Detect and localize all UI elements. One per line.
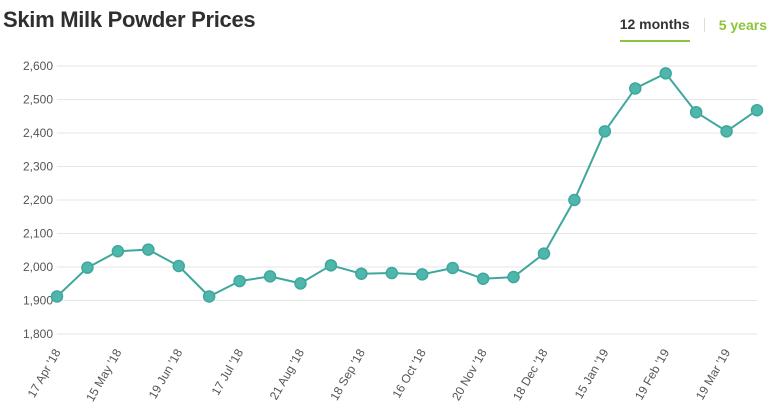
data-point[interactable]: [750, 103, 764, 117]
data-point[interactable]: [415, 268, 429, 281]
data-point[interactable]: [568, 193, 581, 207]
x-tick-label: 16 Oct '18: [390, 346, 429, 400]
data-point[interactable]: [720, 125, 733, 138]
y-axis: 1,800 1,900 2,000 2,100 2,200 2,300 2,400 2,500…: [23, 59, 53, 341]
y-tick-label: 2,600: [23, 59, 53, 73]
data-point[interactable]: [659, 67, 672, 80]
grid-lines: [57, 65, 757, 335]
x-axis: 17 Apr '18 15 May '18 19 Jun '18 17 Jul '18…: [25, 346, 734, 404]
data-point[interactable]: [385, 266, 399, 280]
data-point[interactable]: [81, 261, 94, 274]
x-tick-label: 19 Feb '19: [632, 346, 672, 402]
y-tick-label: 2,100: [23, 227, 53, 241]
x-tick-label: 19 Jun '18: [146, 346, 186, 401]
data-point[interactable]: [172, 259, 185, 273]
data-point[interactable]: [50, 290, 64, 303]
data-point[interactable]: [598, 125, 612, 138]
x-tick-label: 17 Jul '18: [209, 346, 247, 397]
y-tick-label: 1,800: [23, 327, 53, 341]
range-tabs: 12 months 5 years: [619, 14, 767, 42]
x-tick-label: 18 Dec '18: [510, 346, 551, 403]
tab-divider: [703, 18, 705, 32]
y-tick-label: 2,000: [23, 260, 53, 274]
data-point[interactable]: [202, 290, 216, 303]
data-point[interactable]: [294, 277, 307, 290]
x-tick-label: 19 Mar '19: [693, 346, 733, 402]
x-tick-label: 15 Jan '19: [572, 346, 612, 401]
x-tick-label: 21 Aug '18: [267, 346, 307, 402]
data-point[interactable]: [355, 267, 368, 280]
page-title: Skim Milk Powder Prices: [3, 7, 256, 32]
data-point[interactable]: [629, 82, 642, 95]
tab-5-years[interactable]: 5 years: [718, 17, 767, 33]
x-tick-label: 15 May '18: [83, 346, 124, 404]
series-line: [56, 72, 758, 298]
tab-12-months[interactable]: 12 months: [619, 14, 690, 42]
data-point[interactable]: [446, 261, 459, 275]
x-tick-label: 18 Sep '18: [327, 346, 368, 403]
y-tick-label: 2,200: [23, 193, 53, 207]
x-tick-label: 17 Apr '18: [25, 346, 64, 400]
data-point[interactable]: [476, 272, 490, 285]
data-point[interactable]: [142, 243, 155, 256]
data-point[interactable]: [111, 245, 125, 258]
data-point[interactable]: [233, 274, 246, 288]
y-tick-label: 2,500: [23, 93, 53, 107]
data-point[interactable]: [324, 259, 338, 272]
data-point[interactable]: [537, 247, 551, 260]
data-point[interactable]: [507, 270, 520, 284]
y-tick-label: 2,300: [23, 160, 53, 174]
y-tick-label: 1,900: [23, 294, 53, 308]
y-tick-label: 2,400: [23, 126, 53, 140]
data-point[interactable]: [689, 105, 703, 119]
x-tick-label: 20 Nov '18: [449, 346, 490, 403]
series: [50, 67, 764, 303]
data-point[interactable]: [263, 270, 277, 283]
